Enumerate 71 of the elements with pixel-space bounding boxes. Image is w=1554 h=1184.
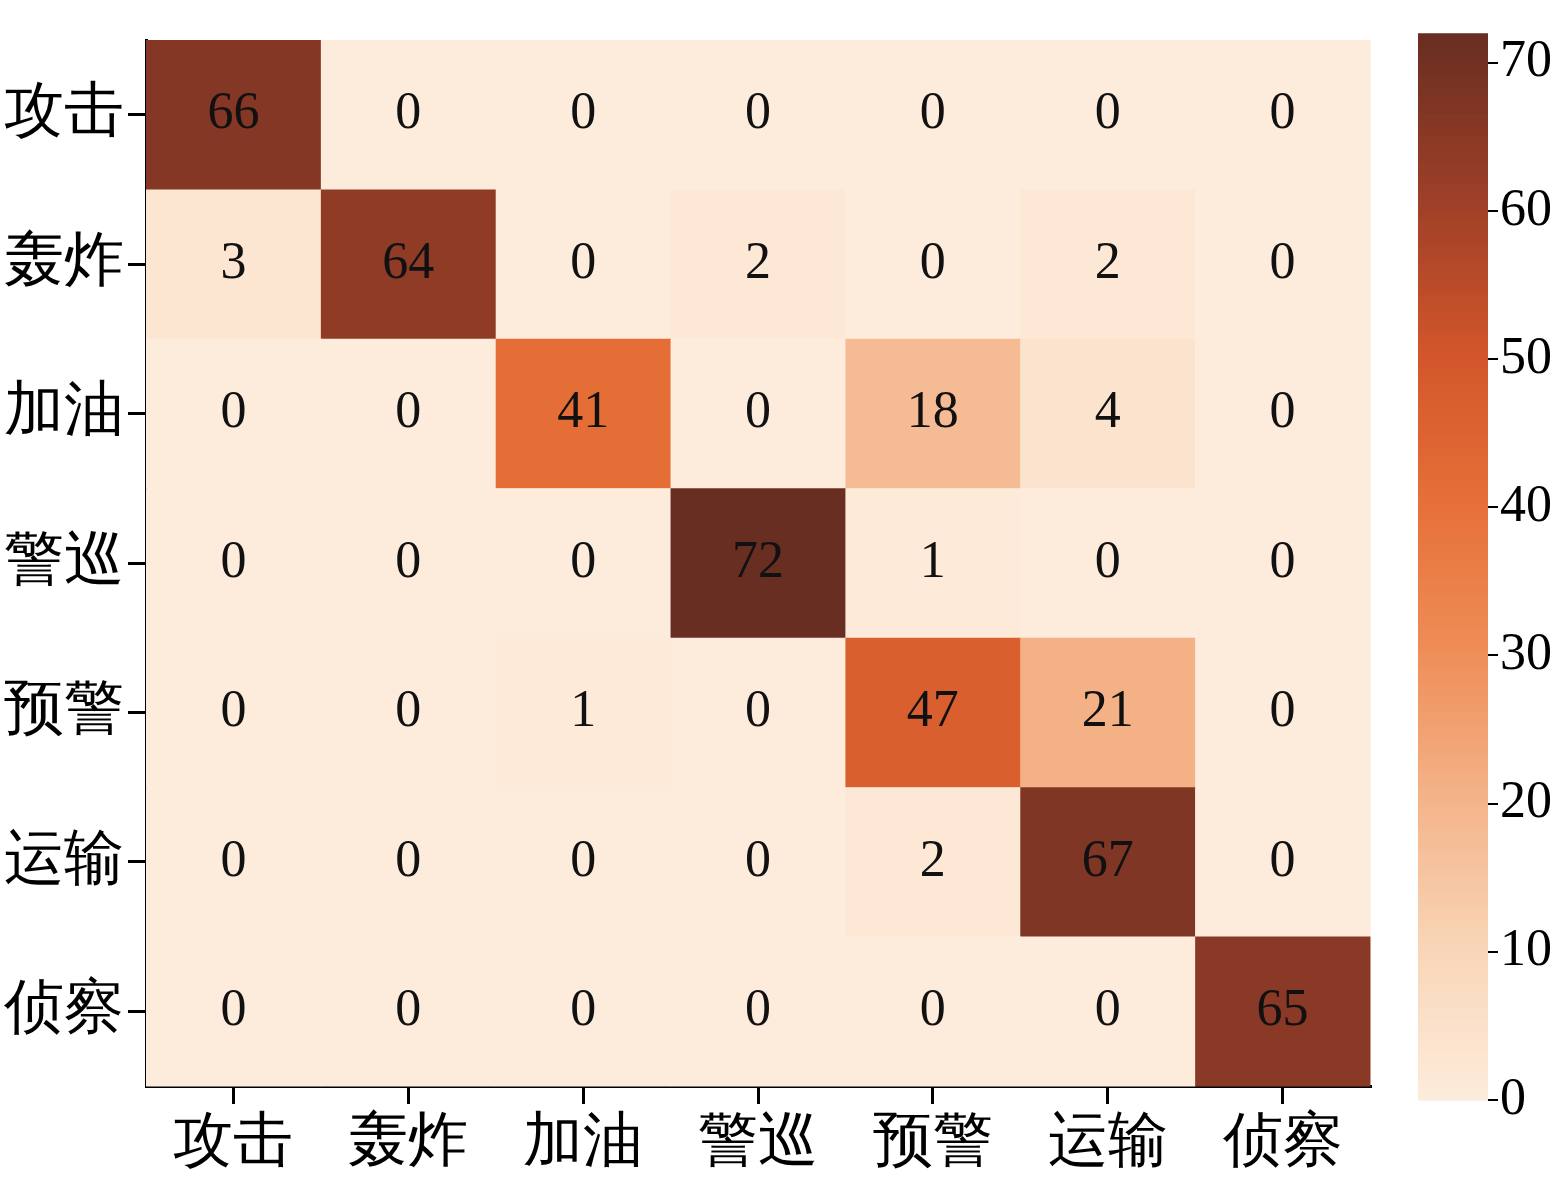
data-label: 0 [1094,530,1121,588]
data-label: 66 [207,82,260,140]
color-bar-label: 60 [1500,178,1552,236]
x-tick-label: 攻击 [173,1106,294,1173]
color-bar-label: 50 [1500,326,1552,384]
data-label: 0 [745,381,771,439]
data-label: 72 [732,530,784,588]
data-label: 65 [1256,978,1309,1036]
data-label: 0 [1269,231,1296,289]
data-label: 0 [745,82,771,140]
data-label: 0 [395,381,422,439]
data-label: 2 [745,231,771,289]
data-label: 0 [570,530,597,588]
x-tick-label: 运输 [1047,1106,1168,1173]
data-label: 1 [570,680,597,738]
data-label: 41 [557,381,610,439]
data-label: 0 [1094,978,1121,1036]
data-label: 0 [570,829,597,887]
data-label: 2 [1094,231,1121,289]
data-label: 0 [745,978,771,1036]
data-label: 0 [220,381,247,439]
data-label: 0 [220,829,247,887]
data-label: 0 [220,680,247,738]
y-tick-label: 警巡 [4,525,124,592]
x-tick-label: 加油 [523,1106,644,1173]
color-bar-label: 0 [1500,1067,1526,1125]
y-tick-label: 轰炸 [4,226,124,293]
data-label: 0 [919,82,946,140]
data-label: 0 [395,530,422,588]
data-label: 4 [1094,381,1121,439]
data-label: 0 [919,231,946,289]
data-label: 47 [906,680,959,738]
data-label: 67 [1081,829,1134,887]
x-tick-label: 预警 [872,1106,993,1173]
data-label: 18 [906,381,959,439]
data-label: 0 [745,829,771,887]
data-label: 0 [1269,530,1296,588]
y-tick-label: 攻击 [4,77,124,144]
x-tick-label: 轰炸 [348,1106,469,1173]
x-tick-label: 侦察 [1221,1106,1343,1173]
y-tick-label: 预警 [4,675,124,742]
y-tick-label: 运输 [4,824,124,891]
data-label: 0 [395,829,422,887]
data-label: 0 [1269,82,1296,140]
color-bar-label: 30 [1500,623,1552,681]
y-tick-label: 侦察 [3,974,124,1041]
data-label: 2 [919,829,946,887]
data-label: 1 [919,530,946,588]
color-bar-label: 10 [1500,919,1552,977]
data-label: 0 [220,530,247,588]
data-label: 0 [395,680,422,738]
data-label: 0 [570,231,597,289]
data-label: 0 [395,82,422,140]
data-label: 0 [1094,82,1121,140]
data-label: 0 [1269,381,1296,439]
y-tick-label: 加油 [4,376,124,443]
x-tick-label: 警巡 [698,1106,818,1173]
data-label: 0 [1269,680,1296,738]
data-label: 0 [1269,829,1296,887]
color-bar-label: 20 [1500,771,1552,829]
data-label: 21 [1081,680,1134,738]
data-label: 3 [220,231,247,289]
color-bar-label: 70 [1500,30,1552,88]
data-label: 0 [570,978,597,1036]
data-label: 0 [395,978,422,1036]
data-label: 64 [382,231,435,289]
data-label: 0 [220,978,247,1036]
data-label: 0 [745,680,771,738]
data-label: 0 [570,82,597,140]
data-label: 0 [919,978,946,1036]
color-bar-label: 40 [1500,474,1552,532]
